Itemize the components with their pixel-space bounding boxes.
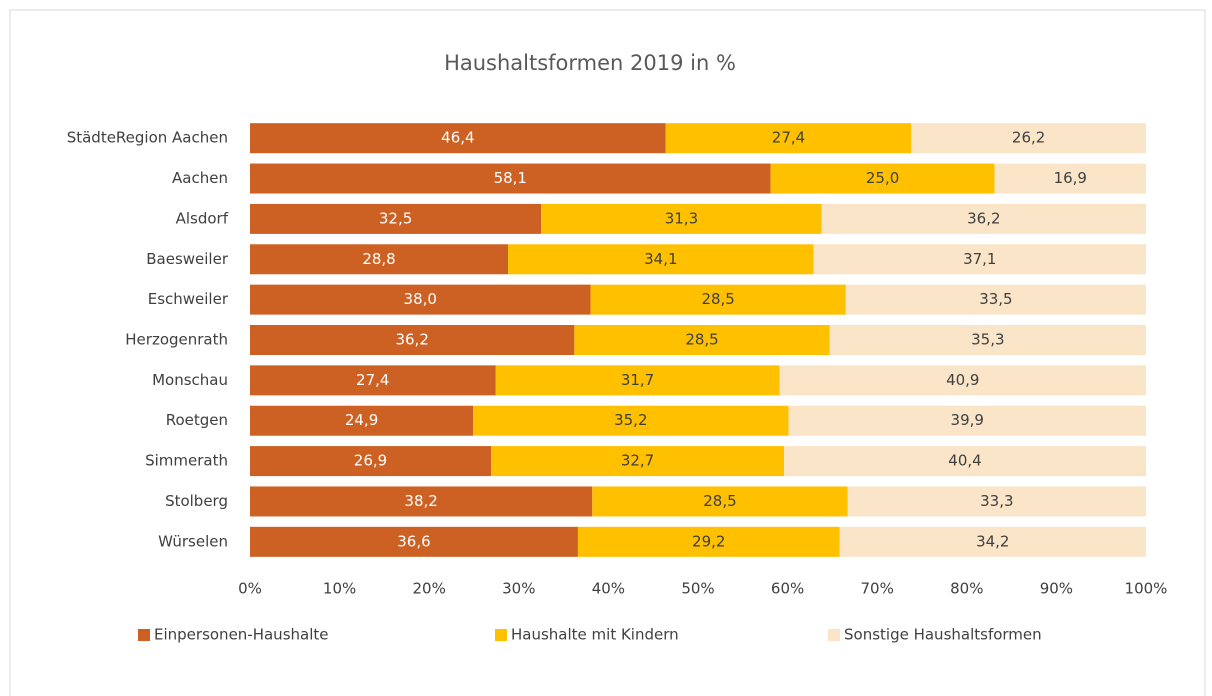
data-label: 28,5 xyxy=(703,492,736,510)
x-tick-label: 20% xyxy=(413,580,446,598)
bar-segment xyxy=(541,203,822,234)
y-tick-label: Monschau xyxy=(152,371,228,389)
bar-segment xyxy=(250,405,474,436)
bar-segment xyxy=(590,284,846,315)
data-label: 28,5 xyxy=(685,331,718,349)
bar-segment xyxy=(592,486,848,517)
data-label: 28,8 xyxy=(362,250,395,268)
legend-label: Haushalte mit Kindern xyxy=(511,626,679,644)
data-label: 31,7 xyxy=(621,371,654,389)
bar-segment xyxy=(911,123,1146,154)
data-label: 34,2 xyxy=(976,532,1009,550)
bar-segment xyxy=(250,365,496,396)
y-tick-label: Alsdorf xyxy=(176,209,229,227)
data-label: 40,9 xyxy=(946,371,979,389)
bar-segment xyxy=(813,244,1146,275)
bar-segment xyxy=(250,163,771,194)
bar-segment xyxy=(821,203,1146,234)
data-label: 28,5 xyxy=(701,290,734,308)
data-label: 38,0 xyxy=(404,290,437,308)
bar-segment xyxy=(495,365,780,396)
bar-segment xyxy=(508,244,814,275)
x-tick-label: 60% xyxy=(771,580,804,598)
bar-segment xyxy=(665,123,912,154)
legend-label: Einpersonen-Haushalte xyxy=(154,626,329,644)
data-label: 39,9 xyxy=(951,411,984,429)
data-label: 36,2 xyxy=(967,209,1000,227)
data-label: 35,3 xyxy=(971,331,1004,349)
bar-segment xyxy=(250,203,542,234)
data-label: 34,1 xyxy=(644,250,677,268)
data-label: 40,4 xyxy=(948,452,981,470)
bar-segment xyxy=(250,446,492,477)
data-label: 25,0 xyxy=(866,169,899,187)
bar-segment xyxy=(250,284,591,315)
bar-segment xyxy=(250,123,666,154)
data-label: 24,9 xyxy=(345,411,378,429)
data-label: 36,6 xyxy=(397,532,430,550)
x-tick-label: 80% xyxy=(950,580,983,598)
bar-segment xyxy=(491,446,785,477)
bar-segment xyxy=(829,325,1146,355)
data-label: 33,3 xyxy=(980,492,1013,510)
bar-segment xyxy=(847,486,1146,517)
y-tick-label: Stolberg xyxy=(165,492,228,510)
bar-segment xyxy=(770,163,995,194)
x-tick-label: 70% xyxy=(861,580,894,598)
bar-segment xyxy=(788,405,1146,436)
y-tick-label: Simmerath xyxy=(145,452,228,470)
bar-segment xyxy=(784,446,1146,477)
data-label: 16,9 xyxy=(1054,169,1087,187)
bar-segment xyxy=(994,163,1146,194)
bar-segment xyxy=(845,284,1146,315)
y-tick-label: Aachen xyxy=(172,169,228,187)
bar-segment xyxy=(250,486,593,517)
data-label: 31,3 xyxy=(665,209,698,227)
x-tick-label: 50% xyxy=(681,580,714,598)
y-tick-label: Würselen xyxy=(158,532,228,550)
y-tick-label: Baesweiler xyxy=(146,250,229,268)
data-label: 36,2 xyxy=(395,331,428,349)
bar-segment xyxy=(250,526,578,557)
x-tick-label: 100% xyxy=(1125,580,1168,598)
bar-segment xyxy=(250,325,575,355)
x-tick-label: 0% xyxy=(238,580,262,598)
y-tick-label: StädteRegion Aachen xyxy=(67,129,228,147)
data-label: 26,9 xyxy=(354,452,387,470)
x-tick-label: 30% xyxy=(502,580,535,598)
data-label: 58,1 xyxy=(494,169,527,187)
data-label: 35,2 xyxy=(614,411,647,429)
data-label: 46,4 xyxy=(441,129,474,147)
x-tick-label: 10% xyxy=(323,580,356,598)
x-tick-label: 90% xyxy=(1040,580,1073,598)
chart-title: Haushaltsformen 2019 in % xyxy=(444,51,736,75)
data-label: 27,4 xyxy=(772,129,805,147)
data-label: 29,2 xyxy=(692,532,725,550)
data-label: 33,5 xyxy=(979,290,1012,308)
x-tick-label: 40% xyxy=(592,580,625,598)
legend-swatch xyxy=(495,629,507,641)
bar-segment xyxy=(839,526,1146,557)
data-label: 27,4 xyxy=(356,371,389,389)
bar-segment xyxy=(574,325,830,355)
data-label: 26,2 xyxy=(1012,129,1045,147)
data-label: 32,7 xyxy=(621,452,654,470)
bar-segment xyxy=(250,244,509,275)
y-tick-label: Herzogenrath xyxy=(125,331,228,349)
y-tick-label: Eschweiler xyxy=(148,290,229,308)
data-label: 38,2 xyxy=(404,492,437,510)
bar-segment xyxy=(577,526,840,557)
legend-swatch xyxy=(138,629,150,641)
y-tick-label: Roetgen xyxy=(166,411,228,429)
legend-label: Sonstige Haushaltsformen xyxy=(844,626,1042,644)
bar-segment xyxy=(779,365,1146,396)
data-label: 37,1 xyxy=(963,250,996,268)
bar-segment xyxy=(473,405,789,436)
legend-swatch xyxy=(828,629,840,641)
data-label: 32,5 xyxy=(379,209,412,227)
